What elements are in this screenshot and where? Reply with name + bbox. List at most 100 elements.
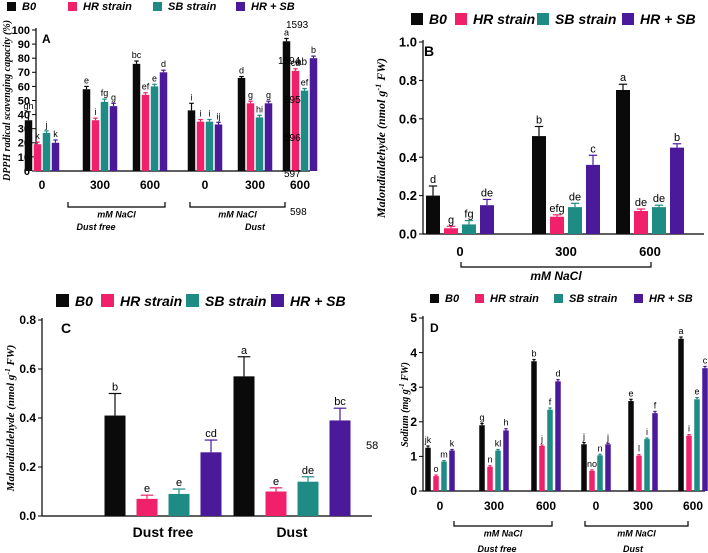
panel-a-stray-1: 1594 (278, 56, 301, 67)
panel-d-letter-4-3: f (654, 400, 657, 410)
panel-a-letter-1-1: i (95, 107, 97, 117)
panel-b-bar-0-0 (426, 195, 440, 234)
panel-c-letter-1-3: bc (334, 396, 346, 408)
panel-d-bar-3-0 (581, 444, 587, 491)
panel-c-legend-swatch-0 (56, 294, 69, 307)
panel-d-letter-1-2: kl (495, 438, 502, 448)
panel-a-nacl-1-bracket (67, 202, 166, 208)
panel-a-group-label-0: Dust free (76, 222, 115, 232)
panel-d-legend-label-0: B0 (445, 293, 460, 305)
panel-b-bar-1-3 (586, 164, 600, 234)
panel-a-legend-label-1: HR strain (83, 1, 132, 13)
panel-d-letter-4-1: l (638, 444, 640, 454)
panel-d-ytick-label-3: 3 (410, 380, 417, 394)
panel-b-category-1: 300 (555, 244, 577, 259)
panel-c-bar-1-0 (233, 376, 255, 516)
panel-d-category-1: 300 (484, 499, 504, 513)
panel-b-letter-1-0: b (536, 114, 542, 126)
panel-a-bar-3-2 (205, 121, 214, 171)
panel-d-nacl-2-label: mM NaCl (617, 528, 656, 538)
panel-b-ytick-label-4: 0.8 (399, 73, 417, 88)
panel-b-letter-1-2: de (569, 191, 581, 203)
panel-a-bar-2-2 (150, 86, 159, 171)
panel-b-legend-swatch-2 (537, 13, 549, 25)
panel-a-bar-2-0 (132, 63, 141, 172)
panel-d-letter-0-3: k (450, 438, 455, 448)
panel-c-letter-0-1: e (144, 483, 150, 495)
panel-d-letter-1-1: n (487, 455, 492, 465)
panel-a-legend-swatch-3 (236, 2, 245, 11)
panel-a-legend-label-3: HR + SB (251, 1, 295, 13)
panel-d-category-0: 0 (437, 499, 444, 513)
panel-a-stray-3: 596 (284, 133, 301, 144)
panel-a-bar-4-1 (246, 103, 255, 171)
panel-d-bar-5-3 (702, 368, 708, 491)
panel-a-nacl-2-bracket (189, 202, 286, 208)
panel-d-legend-label-1: HR strain (490, 293, 539, 305)
panel-d-nacl-1-bracket (453, 521, 553, 527)
panel-b-letter-2-1: de (635, 197, 647, 209)
panel-b-legend-label-0: B0 (429, 11, 447, 27)
panel-b-letter-tag: B (424, 43, 434, 59)
panel-a-letter-0-2: j (45, 120, 48, 130)
panel-d-category-3: 0 (593, 499, 600, 513)
panel-d-bar-0-2 (441, 461, 447, 491)
panel-a-nacl-2-label: mM NaCl (218, 209, 257, 219)
panel-d-letter-3-3: j (606, 432, 609, 442)
panel-a-letter-4-2: hi (256, 104, 263, 114)
panel-d-bar-2-1 (539, 446, 545, 491)
panel-d-legend-swatch-1 (475, 294, 484, 303)
panel-a-legend-swatch-0 (7, 2, 16, 11)
panel-b-bar-0-3 (480, 205, 494, 234)
panel-d-bar-0-1 (433, 476, 439, 491)
panel-b-legend-swatch-3 (622, 13, 634, 25)
panel-a-ytick-label-5: 50 (18, 95, 30, 107)
panel-d-letter-2-1: j (540, 434, 543, 444)
panel-d-letter-0-2: m (440, 450, 448, 460)
panel-a-bar-2-3 (159, 72, 168, 171)
panel-a-bar-5-3 (309, 58, 318, 172)
panel-a-letter-5-3: b (311, 45, 316, 55)
panel-b-letter-0-2: fg (464, 209, 473, 221)
panel-c-letter-tag: C (61, 320, 71, 336)
panel-a-letter-4-3: g (266, 90, 271, 100)
panel-a-bar-2-1 (141, 94, 150, 171)
panel-d-letter-5-1: i (688, 424, 690, 434)
panel-c-bar-1-1 (265, 491, 287, 516)
panel-a-ytick-label-9: 90 (18, 39, 30, 51)
panel-b-bar-1-2 (568, 207, 582, 234)
panel-d-bar-4-1 (636, 455, 642, 491)
panel-a-stray-5: 598 (290, 207, 307, 218)
panel-d-group-label-0: Dust free (477, 544, 516, 553)
panel-d-bar-4-3 (652, 413, 658, 491)
panel-a-category-1: 300 (90, 178, 110, 192)
panel-a-ytick-label-6: 60 (18, 81, 30, 93)
panel-b-legend-label-3: HR + SB (640, 11, 696, 27)
panel-a-bar-0-1 (33, 144, 42, 171)
panel-c-ytick-label-0: 0.0 (19, 509, 36, 523)
panel-a-letter-1-2: fg (101, 88, 109, 98)
panel-a-bar-5-1 (291, 70, 300, 171)
panel-d-letter-5-3: c (703, 355, 708, 365)
panel-a-ytick-label-10: 100 (12, 25, 30, 37)
panel-a-bar-3-3 (214, 124, 223, 171)
panel-a-bar-1-3 (109, 106, 118, 171)
panel-d-legend-swatch-0 (430, 294, 439, 303)
panel-b-letter-0-1: g (448, 214, 454, 226)
panel-c-letter-0-3: cd (205, 428, 217, 440)
panel-c-category-1: Dust (276, 524, 307, 540)
panel-b-ylabel: Malondialdehyde (nmol g-1 FW) (374, 58, 389, 219)
panel-d-letter-5-0: a (678, 326, 683, 336)
panel-d-legend-label-2: SB strain (569, 293, 618, 305)
panel-a-letter-5-1: cd (291, 58, 301, 68)
panel-a-letter-0-0: gh (23, 101, 33, 111)
panel-d-bar-5-1 (686, 435, 692, 491)
panel-c-bar-0-0 (104, 415, 126, 516)
panel-b-bar-2-2 (652, 207, 666, 234)
panel-b-legend-label-1: HR strain (473, 11, 535, 27)
panel-a-category-0: 0 (39, 178, 46, 192)
panel-d-bar-3-3 (605, 444, 611, 491)
panel-b-letter-0-0: d (430, 174, 436, 186)
panel-c-ylabel: Malondialdehyde (nmol g-1 FW) (3, 345, 18, 493)
